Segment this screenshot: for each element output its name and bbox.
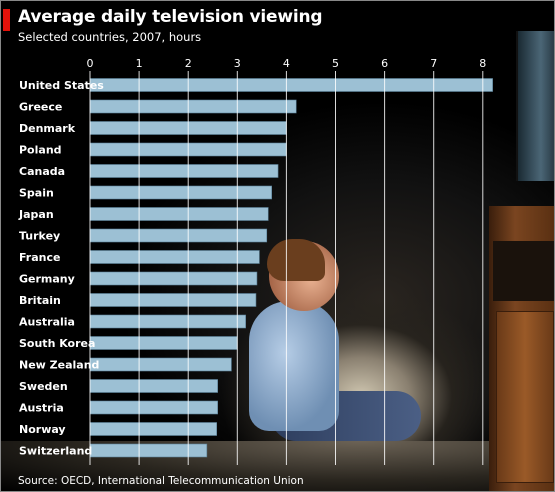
x-tick-label: 3: [234, 57, 241, 70]
bar-sweden: [89, 379, 218, 393]
x-tick-label: 0: [87, 57, 94, 70]
bar-france: [89, 250, 260, 264]
bar-germany: [89, 271, 258, 286]
category-label: Poland: [19, 144, 62, 157]
chart-subtitle: Selected countries, 2007, hours: [18, 30, 202, 44]
x-tick-label: 5: [332, 57, 339, 70]
category-label: Austria: [19, 402, 64, 415]
category-label: United States: [19, 79, 104, 92]
category-label: Turkey: [19, 230, 60, 243]
bar-new-zealand: [89, 357, 232, 372]
category-label: Greece: [19, 101, 62, 114]
category-label: Denmark: [19, 122, 76, 135]
bar-spain: [89, 185, 272, 200]
bar-united-states: [89, 78, 493, 92]
category-label: Switzerland: [19, 445, 92, 458]
x-tick-label: 4: [283, 57, 290, 70]
background-cabinet-door: [496, 311, 554, 483]
category-label: Australia: [19, 316, 75, 329]
bar-norway: [89, 422, 217, 436]
category-label: New Zealand: [19, 359, 99, 372]
bar-britain: [89, 293, 257, 307]
x-tick-label: 7: [430, 57, 437, 70]
category-label: France: [19, 251, 60, 264]
category-label: Norway: [19, 423, 66, 436]
bar-greece: [89, 99, 297, 114]
category-label: Germany: [19, 273, 75, 286]
category-label: Canada: [19, 165, 65, 178]
bar-canada: [89, 164, 279, 178]
bar-austria: [89, 400, 218, 415]
brand-tag: [3, 9, 10, 31]
chart-source: Source: OECD, International Telecommunic…: [18, 475, 304, 487]
bar-turkey: [89, 228, 268, 243]
x-tick-label: 8: [479, 57, 486, 70]
background-stereo: [493, 241, 554, 301]
background-child-hair: [267, 239, 325, 281]
chart-title: Average daily television viewing: [18, 7, 323, 27]
bar-south-korea: [89, 336, 238, 350]
category-label: South Korea: [19, 337, 95, 350]
x-tick-label: 2: [185, 57, 192, 70]
category-label: Spain: [19, 187, 54, 200]
category-label: Britain: [19, 294, 61, 307]
bar-australia: [89, 314, 246, 329]
x-tick-label: 1: [136, 57, 143, 70]
bar-switzerland: [89, 443, 208, 458]
category-label: Sweden: [19, 380, 68, 393]
x-tick-label: 6: [381, 57, 388, 70]
background-child-body: [249, 301, 339, 431]
background-tv: [516, 31, 554, 181]
bar-japan: [89, 207, 269, 221]
category-label: Japan: [18, 208, 54, 221]
